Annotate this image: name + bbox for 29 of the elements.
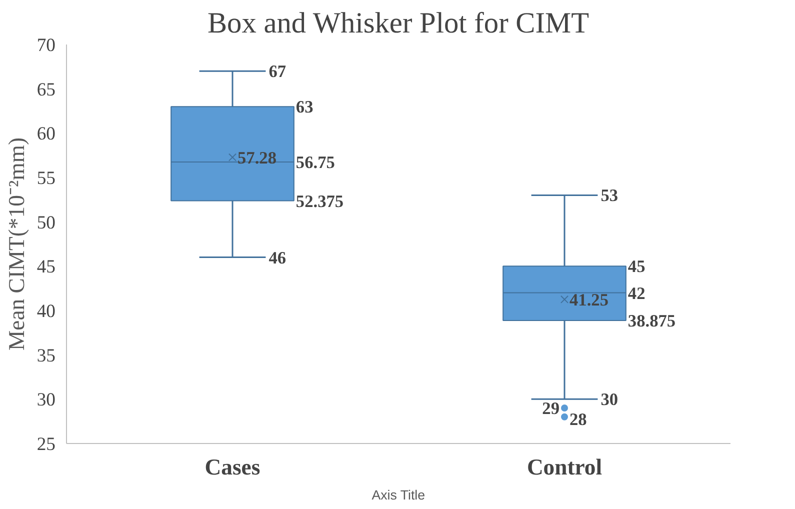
annotation: 53 — [600, 186, 618, 206]
annotation: 45 — [628, 257, 646, 276]
y-tick-label: 55 — [36, 168, 56, 189]
x-axis-title: Axis Title — [372, 488, 426, 502]
annotation: 56.75 — [296, 152, 336, 172]
annotation: 38.875 — [628, 311, 676, 330]
y-tick-label: 70 — [36, 35, 56, 56]
y-tick-label: 40 — [36, 301, 56, 322]
annotation: 57.28 — [238, 148, 277, 168]
y-tick-label: 30 — [36, 390, 56, 411]
annotation: 41.25 — [570, 290, 609, 310]
y-tick-label: 60 — [36, 124, 56, 145]
annotation: 29 — [542, 399, 560, 418]
annotation: 28 — [570, 410, 588, 429]
x-tick-label: Cases — [204, 454, 260, 480]
annotation: 46 — [268, 248, 286, 268]
y-tick-label: 45 — [36, 256, 56, 278]
chart-title: Box and Whisker Plot for CIMT — [207, 8, 590, 40]
x-tick-label: Control — [526, 454, 602, 480]
y-tick-label: 50 — [36, 212, 56, 234]
y-tick-label: 35 — [36, 345, 56, 366]
y-tick-label: 25 — [36, 434, 56, 455]
annotation: 63 — [296, 98, 314, 117]
annotation: 42 — [628, 284, 646, 303]
y-tick-label: 65 — [36, 79, 56, 100]
annotation: 67 — [268, 62, 286, 82]
annotation: 52.375 — [296, 192, 344, 211]
annotation: 30 — [600, 390, 618, 410]
y-axis-title: Mean CIMT(*10⁻²mm) — [4, 137, 29, 350]
